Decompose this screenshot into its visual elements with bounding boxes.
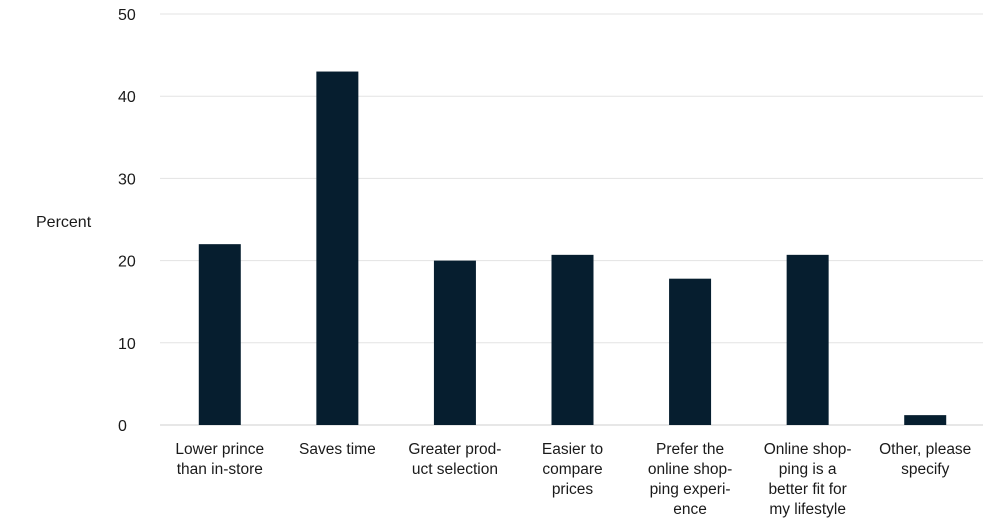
bar (786, 254, 829, 425)
x-tick-label-line: specify (901, 461, 949, 478)
x-tick-label-line: uct selection (412, 461, 498, 478)
x-tick-label-line: Prefer the (656, 441, 724, 458)
bar (669, 278, 712, 425)
y-tick-label: 40 (118, 89, 136, 106)
x-tick-label: Saves time (299, 441, 376, 458)
y-axis-ticks: 0 10 20 30 40 50 (118, 7, 136, 435)
x-tick-label-line: Greater prod- (408, 441, 501, 458)
x-tick-label: Easier to compare prices (542, 441, 603, 498)
y-tick-label: 50 (118, 7, 136, 24)
x-tick-label: Online shop-ping is a better fit for my li… (764, 441, 852, 518)
x-axis-ticks: Lower prince than in-store Saves time Great… (175, 441, 971, 518)
x-tick-label-line: better fit for (768, 481, 846, 498)
x-tick-label-line: online shop- (648, 461, 732, 478)
x-tick-label-line: prices (552, 481, 594, 498)
bar (198, 244, 241, 425)
x-tick-label-line: Other, please (879, 441, 971, 458)
x-tick-label-line: Online shop- (764, 441, 852, 458)
x-tick-label-line: Lower prince (175, 441, 264, 458)
x-tick-label: Greater prod-uct selection (408, 441, 501, 478)
bar (551, 254, 594, 425)
bar (316, 71, 359, 425)
x-tick-label-line: Easier to (542, 441, 603, 458)
x-tick-label: Other, please specify (879, 441, 971, 478)
x-tick-label: Lower prince than in-store (175, 441, 264, 478)
x-tick-label-line: than in-store (177, 461, 263, 478)
x-tick-label-line: compare (542, 461, 602, 478)
x-tick-label-line: ping is a (779, 461, 837, 478)
x-tick-label-line: my lifestyle (769, 501, 846, 518)
x-tick-label-line: ence (673, 501, 707, 518)
x-tick-label-line: Saves time (299, 441, 376, 458)
x-tick-label: Prefer the online shop-ping experi-ence (648, 441, 732, 518)
bars (198, 71, 947, 425)
x-tick-label-line: ping experi- (650, 481, 731, 498)
y-tick-label: 10 (118, 336, 136, 353)
y-tick-label: 20 (118, 254, 136, 271)
y-axis-label: Percent (36, 214, 92, 231)
y-tick-label: 30 (118, 171, 136, 188)
y-tick-label: 0 (118, 418, 127, 435)
bar (904, 415, 947, 425)
bar (433, 260, 476, 425)
